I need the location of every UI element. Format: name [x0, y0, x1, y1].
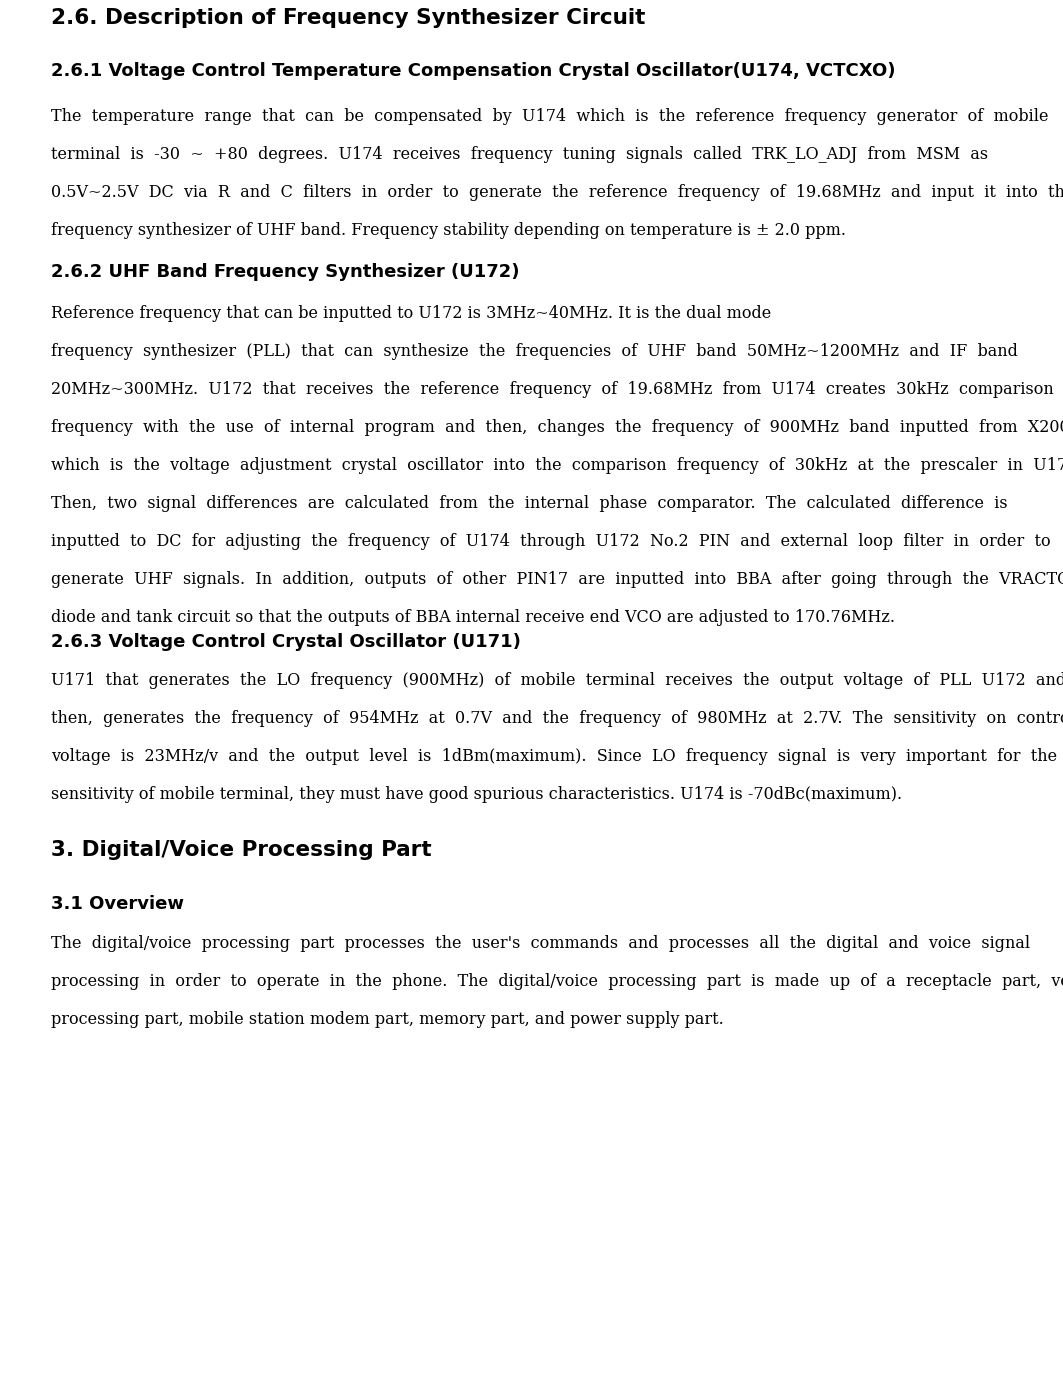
Text: voltage  is  23MHz/v  and  the  output  level  is  1dBm(maximum).  Since  LO  fr: voltage is 23MHz/v and the output level …: [51, 748, 1057, 765]
Text: frequency synthesizer of UHF band. Frequency stability depending on temperature : frequency synthesizer of UHF band. Frequ…: [51, 222, 846, 239]
Text: 2.6.2 UHF Band Frequency Synthesizer (U172): 2.6.2 UHF Band Frequency Synthesizer (U1…: [51, 262, 520, 280]
Text: Then,  two  signal  differences  are  calculated  from  the  internal  phase  co: Then, two signal differences are calcula…: [51, 496, 1008, 512]
Text: Reference frequency that can be inputted to U172 is 3MHz~40MHz. It is the dual m: Reference frequency that can be inputted…: [51, 305, 772, 322]
Text: diode and tank circuit so that the outputs of BBA internal receive end VCO are a: diode and tank circuit so that the outpu…: [51, 609, 895, 626]
Text: generate  UHF  signals.  In  addition,  outputs  of  other  PIN17  are  inputted: generate UHF signals. In addition, outpu…: [51, 570, 1063, 589]
Text: inputted  to  DC  for  adjusting  the  frequency  of  U174  through  U172  No.2 : inputted to DC for adjusting the frequen…: [51, 533, 1050, 550]
Text: which  is  the  voltage  adjustment  crystal  oscillator  into  the  comparison : which is the voltage adjustment crystal …: [51, 457, 1063, 473]
Text: 2.6.3 Voltage Control Crystal Oscillator (U171): 2.6.3 Voltage Control Crystal Oscillator…: [51, 633, 521, 651]
Text: frequency  with  the  use  of  internal  program  and  then,  changes  the  freq: frequency with the use of internal progr…: [51, 419, 1063, 436]
Text: 2.6. Description of Frequency Synthesizer Circuit: 2.6. Description of Frequency Synthesize…: [51, 8, 645, 28]
Text: 20MHz~300MHz.  U172  that  receives  the  reference  frequency  of  19.68MHz  fr: 20MHz~300MHz. U172 that receives the ref…: [51, 380, 1053, 398]
Text: sensitivity of mobile terminal, they must have good spurious characteristics. U1: sensitivity of mobile terminal, they mus…: [51, 786, 902, 804]
Text: 2.6.1 Voltage Control Temperature Compensation Crystal Oscillator(U174, VCTCXO): 2.6.1 Voltage Control Temperature Compen…: [51, 62, 895, 81]
Text: 3. Digital/Voice Processing Part: 3. Digital/Voice Processing Part: [51, 840, 432, 861]
Text: then,  generates  the  frequency  of  954MHz  at  0.7V  and  the  frequency  of : then, generates the frequency of 954MHz …: [51, 711, 1063, 727]
Text: frequency  synthesizer  (PLL)  that  can  synthesize  the  frequencies  of  UHF : frequency synthesizer (PLL) that can syn…: [51, 343, 1018, 359]
Text: The  temperature  range  that  can  be  compensated  by  U174  which  is  the  r: The temperature range that can be compen…: [51, 108, 1048, 125]
Text: 0.5V~2.5V  DC  via  R  and  C  filters  in  order  to  generate  the  reference : 0.5V~2.5V DC via R and C filters in orde…: [51, 185, 1063, 201]
Text: The  digital/voice  processing  part  processes  the  user's  commands  and  pro: The digital/voice processing part proces…: [51, 936, 1030, 952]
Text: 3.1 Overview: 3.1 Overview: [51, 895, 184, 913]
Text: processing part, mobile station modem part, memory part, and power supply part.: processing part, mobile station modem pa…: [51, 1010, 724, 1029]
Text: processing  in  order  to  operate  in  the  phone.  The  digital/voice  process: processing in order to operate in the ph…: [51, 973, 1063, 990]
Text: U171  that  generates  the  LO  frequency  (900MHz)  of  mobile  terminal  recei: U171 that generates the LO frequency (90…: [51, 672, 1063, 688]
Text: terminal  is  -30  ~  +80  degrees.  U174  receives  frequency  tuning  signals : terminal is -30 ~ +80 degrees. U174 rece…: [51, 146, 989, 162]
